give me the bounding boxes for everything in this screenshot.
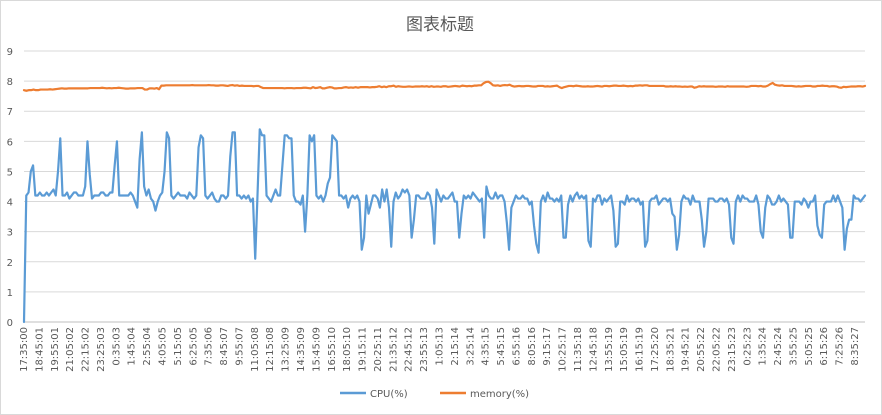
x-tick-label: 20:25:11 [373, 327, 384, 372]
x-tick-label: 6:15:26 [819, 327, 830, 366]
x-tick-label: 0:35:03 [111, 327, 122, 366]
x-tick-label: 21:35:12 [388, 327, 399, 372]
y-tick-label: 2 [7, 258, 13, 269]
x-tick-label: 22:45:12 [404, 327, 415, 372]
x-tick-label: 18:45:01 [34, 327, 45, 372]
x-tick-label: 15:45:09 [311, 327, 322, 372]
y-tick-label: 4 [7, 198, 13, 209]
x-tick-label: 11:35:18 [573, 327, 584, 372]
x-tick-label: 5:45:15 [496, 327, 507, 366]
x-tick-label: 22:05:22 [712, 327, 723, 372]
x-tick-label: 19:45:21 [681, 327, 692, 372]
x-tick-label: 21:05:02 [65, 327, 76, 372]
x-tick-label: 15:05:19 [619, 327, 630, 372]
x-tick-label: 2:15:14 [450, 327, 461, 366]
x-tick-label: 4:05:05 [158, 327, 169, 366]
x-tick-label: 20:55:22 [696, 327, 707, 372]
x-tick-label: 17:35:00 [19, 327, 30, 372]
x-tick-label: 16:55:10 [327, 327, 338, 372]
x-tick-label: 23:15:23 [727, 327, 738, 372]
x-tick-label: 7:25:26 [835, 327, 846, 366]
x-tick-label: 18:35:21 [665, 327, 676, 372]
gridlines [24, 50, 865, 323]
y-tick-label: 3 [7, 228, 13, 239]
y-tick-label: 9 [7, 47, 13, 58]
x-tick-label: 8:05:16 [527, 327, 538, 366]
x-tick-label: 18:05:10 [342, 327, 353, 372]
x-tick-label: 2:45:24 [773, 327, 784, 366]
series-line-memory [22, 80, 867, 92]
x-tick-label: 8:45:07 [219, 327, 230, 366]
y-tick-label: 6 [7, 137, 13, 148]
x-tick-label: 1:45:04 [127, 327, 138, 366]
series-line-cpu [22, 128, 867, 324]
x-tick-label: 12:45:18 [588, 327, 599, 372]
x-tick-label: 8:35:27 [850, 327, 861, 366]
y-tick-label: 8 [7, 77, 13, 88]
x-tick-label: 9:55:07 [234, 327, 245, 366]
x-tick-label: 16:15:19 [635, 327, 646, 372]
x-tick-label: 19:15:11 [358, 327, 369, 372]
x-tick-label: 22:15:02 [81, 327, 92, 372]
x-tick-label: 3:25:14 [465, 327, 476, 366]
x-tick-label: 1:05:13 [435, 327, 446, 366]
x-tick-label: 9:15:17 [542, 327, 553, 366]
x-tick-label: 23:55:13 [419, 327, 430, 372]
y-tick-label: 0 [7, 318, 13, 329]
x-tick-label: 13:25:09 [281, 327, 292, 372]
y-tick-label: 1 [7, 288, 13, 299]
x-tick-label: 5:05:25 [804, 327, 815, 366]
x-axis-tick-labels: 17:35:00 18:45:01 19:55:01 21:05:02 22:15:02… [19, 327, 861, 372]
y-tick-label: 7 [7, 107, 13, 118]
x-tick-label: 0:25:23 [742, 327, 753, 366]
x-tick-label: 10:25:17 [558, 327, 569, 372]
series-lines [22, 80, 867, 324]
legend-label: CPU(%) [370, 389, 408, 400]
legend: CPU(%) memory(%) [340, 389, 529, 400]
x-tick-label: 1:35:24 [758, 327, 769, 366]
x-tick-label: 3:55:25 [788, 327, 799, 366]
x-tick-label: 6:25:05 [188, 327, 199, 366]
chart-title: 图表标题 [406, 15, 474, 35]
x-tick-label: 17:25:20 [650, 327, 661, 372]
x-tick-label: 13:55:19 [604, 327, 615, 372]
x-tick-label: 7:35:06 [204, 327, 215, 366]
x-tick-label: 5:15:05 [173, 327, 184, 366]
x-tick-label: 14:35:09 [296, 327, 307, 372]
y-tick-label: 5 [7, 167, 13, 178]
x-tick-label: 23:25:03 [96, 327, 107, 372]
x-tick-label: 19:55:01 [50, 327, 61, 372]
legend-label: memory(%) [470, 389, 529, 400]
x-tick-label: 4:35:15 [481, 327, 492, 366]
x-tick-label: 2:55:04 [142, 327, 153, 366]
y-axis-tick-labels: 0 1 2 3 4 5 6 7 8 9 [7, 47, 13, 329]
x-tick-label: 12:15:08 [265, 327, 276, 372]
x-tick-label: 6:55:16 [511, 327, 522, 366]
x-tick-label: 11:05:08 [250, 327, 261, 372]
